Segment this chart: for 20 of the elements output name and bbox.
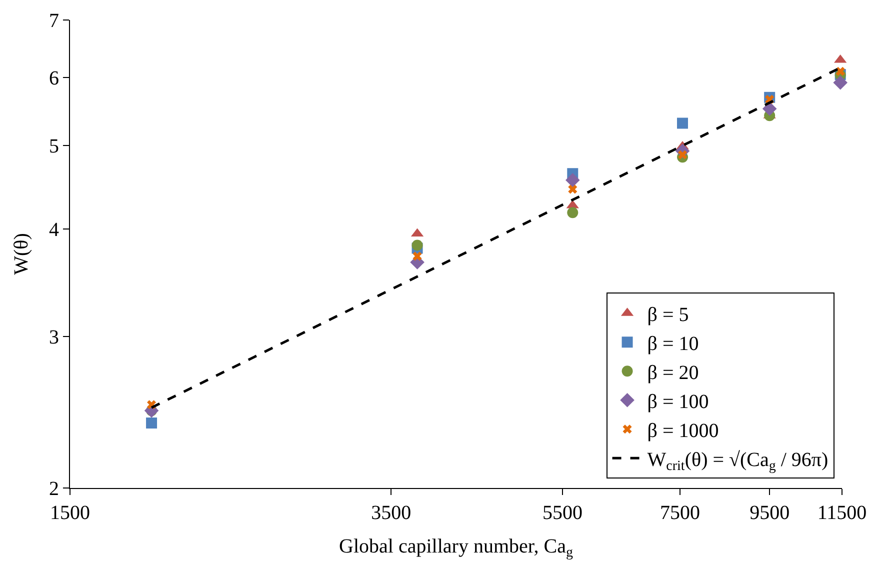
x-axis-title: Global capillary number, Ca$_{g}$ [339, 536, 573, 561]
y-tick-label: 2 [49, 478, 59, 500]
x-tick-label: 5500 [542, 502, 582, 524]
x-tick-label: 11500 [817, 502, 867, 524]
y-tick-label: 5 [49, 136, 59, 158]
x-tick-label: 9500 [750, 502, 790, 524]
y-axis-title: W(θ) [10, 233, 32, 275]
x-tick-label: 7500 [660, 502, 700, 524]
y-tick-label: 4 [49, 219, 59, 242]
legend-label: β = 5 [647, 304, 689, 326]
x-tick-label: 1500 [50, 502, 90, 524]
x-tick-label: 3500 [371, 502, 412, 524]
y-tick-label: 7 [49, 10, 59, 32]
y-tick-label: 3 [49, 326, 59, 349]
legend-label: β = 100 [647, 390, 709, 413]
legend-label: β = 20 [647, 362, 699, 384]
y-tick-label: 6 [49, 68, 59, 90]
legend-label: W$_{crit}$(θ) = √(Ca$_{g}$ / 96π) [647, 448, 828, 474]
legend-label: β = 1000 [647, 420, 719, 442]
legend-label: β = 10 [647, 332, 699, 355]
